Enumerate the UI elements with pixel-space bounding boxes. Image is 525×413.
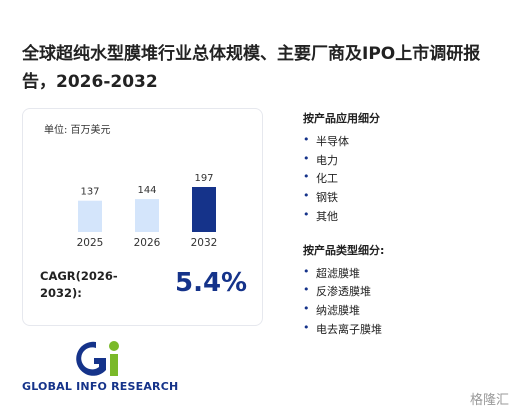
value-label: 137 bbox=[80, 187, 99, 198]
section-item: 纳滤膜堆 bbox=[303, 302, 360, 318]
bar bbox=[78, 200, 102, 232]
logo-text: GLOBAL INFO RESEARCH bbox=[22, 380, 179, 393]
cagr-value: 5.4% bbox=[175, 268, 248, 298]
unit: 单位: 百万美元 bbox=[44, 125, 111, 136]
title: 全球超纯水型膜堆行业总体规模、主要厂商及IPO上市调研报告，2026-2032 bbox=[22, 44, 481, 92]
cagr-label: CAGR(2026-2032): bbox=[40, 269, 118, 300]
section-item: 电力 bbox=[303, 152, 338, 168]
category-label: 2032 bbox=[191, 237, 218, 249]
section-heading: 按产品应用细分 bbox=[303, 112, 380, 125]
section-item: 半导体 bbox=[303, 133, 349, 149]
category-label: 2026 bbox=[134, 237, 161, 249]
section-item: 化工 bbox=[303, 170, 338, 186]
section-heading: 按产品类型细分: bbox=[303, 243, 385, 257]
logo-graphic bbox=[76, 341, 119, 376]
section-item: 电去离子膜堆 bbox=[303, 321, 382, 337]
value-label: 197 bbox=[194, 173, 213, 184]
category-label: 2025 bbox=[77, 237, 104, 249]
value-label: 144 bbox=[137, 185, 156, 196]
section-item: 反渗透膜堆 bbox=[303, 283, 371, 299]
watermark: 格隆汇 bbox=[470, 393, 510, 408]
card bbox=[22, 108, 263, 326]
section-item: 钢铁 bbox=[303, 189, 338, 205]
bar bbox=[135, 199, 159, 232]
section-item: 超滤膜堆 bbox=[303, 265, 360, 281]
bar bbox=[192, 187, 216, 232]
section-item: 其他 bbox=[303, 208, 338, 224]
